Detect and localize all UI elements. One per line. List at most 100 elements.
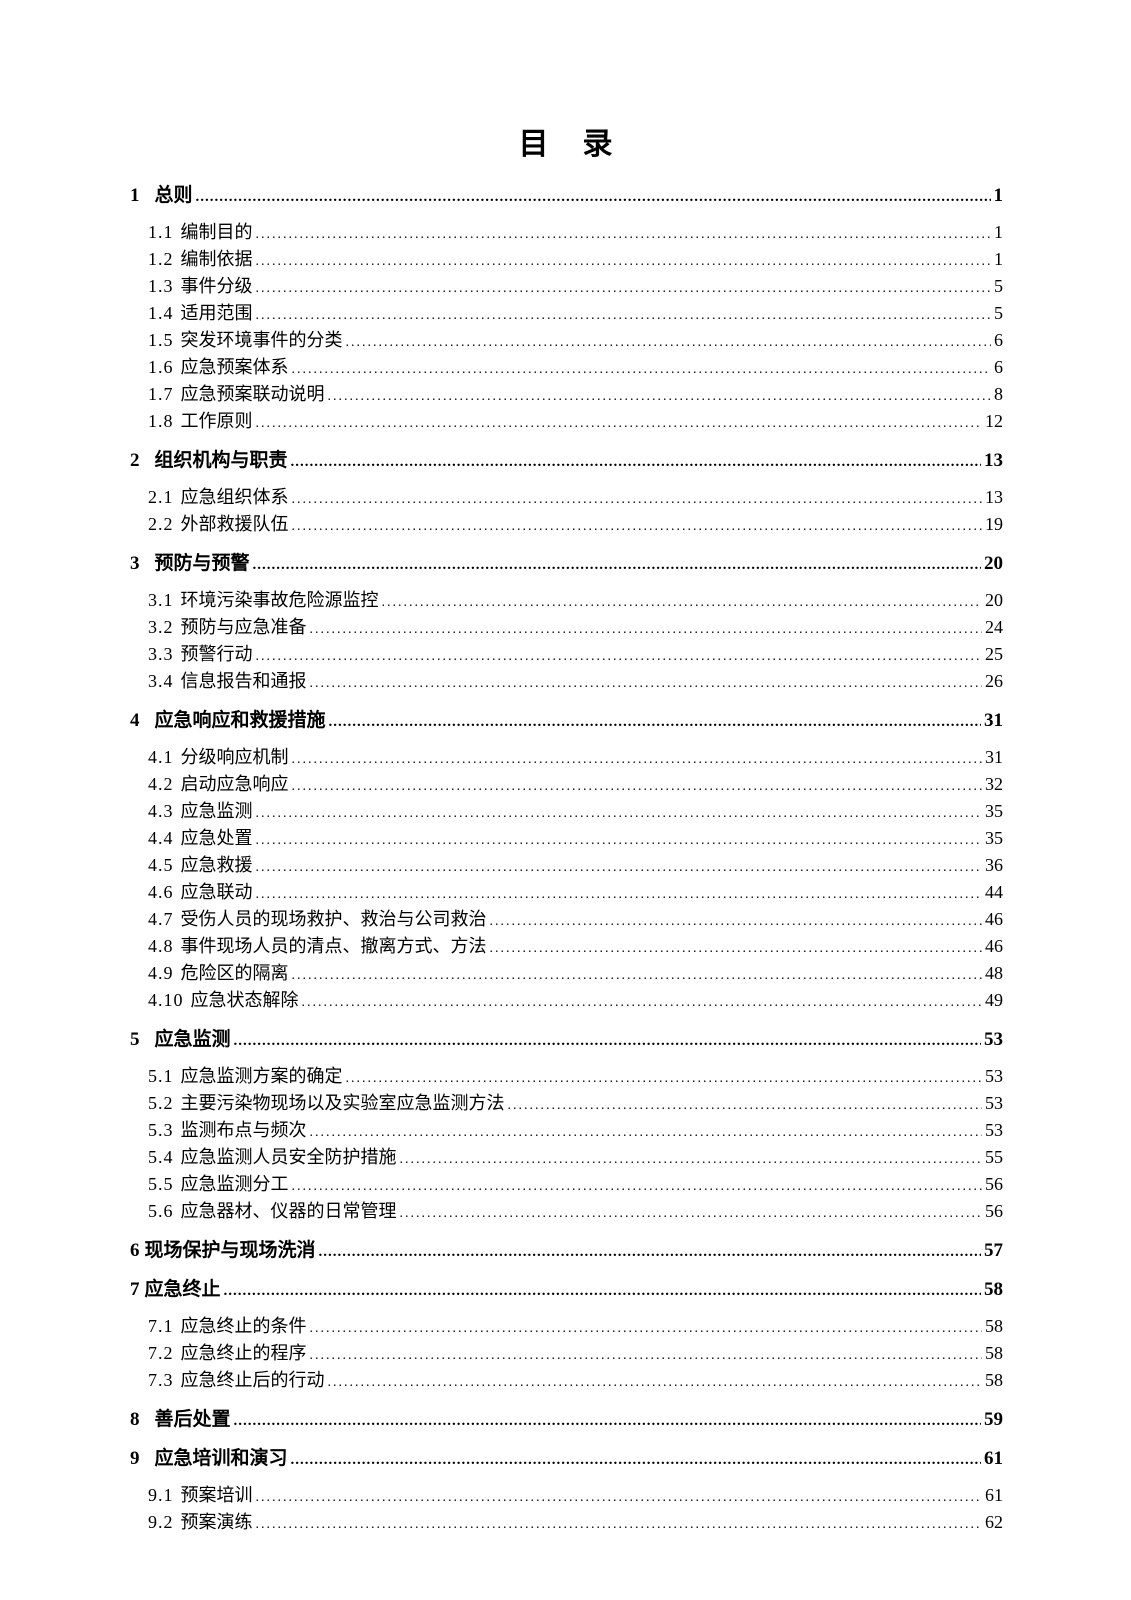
- toc-entry-number: 4.1: [148, 747, 174, 767]
- toc-entry-label: 应急监测方案的确定: [180, 1066, 343, 1086]
- toc-entry-number: 1: [130, 185, 140, 206]
- toc-entry-number: 4.9: [148, 963, 174, 983]
- toc-entry-page: 31: [985, 747, 1003, 767]
- dot-leader: [256, 642, 983, 669]
- toc-entry-page: 6: [994, 330, 1003, 350]
- toc-entry-number: 7: [130, 1279, 140, 1300]
- toc-entry[interactable]: 2.1 应急组织体系 13: [148, 485, 1003, 512]
- toc-entry[interactable]: 4.5 应急救援 36: [148, 853, 1003, 880]
- toc-entry[interactable]: 4.9 危险区的隔离 48: [148, 961, 1003, 988]
- toc-entry[interactable]: 4.3 应急监测 35: [148, 799, 1003, 826]
- toc-entry[interactable]: 4.1 分级响应机制 31: [148, 745, 1003, 772]
- toc-entry-label: 应急监测: [180, 801, 253, 821]
- toc-entry-number: 1.5: [148, 330, 174, 350]
- toc-entry-number: 7.2: [148, 1343, 174, 1363]
- dot-leader: [256, 880, 983, 907]
- toc-entry-number: 5.2: [148, 1093, 174, 1113]
- toc-entry-page: 6: [994, 357, 1003, 377]
- toc-entry-label: 分级响应机制: [180, 747, 289, 767]
- dot-leader: [319, 1238, 981, 1265]
- toc-entry-number: 3: [130, 553, 140, 574]
- toc-entry-label: 现场保护与现场洗消: [144, 1240, 316, 1261]
- toc-entry[interactable]: 1.1 编制目的 1: [148, 220, 1003, 247]
- toc-entry-number: 3.4: [148, 671, 174, 691]
- toc-entry[interactable]: 1.5 突发环境事件的分类 6: [148, 328, 1003, 355]
- dot-leader: [400, 1199, 983, 1226]
- toc-entry-page: 53: [985, 1066, 1003, 1086]
- toc-entry[interactable]: 5.6 应急器材、仪器的日常管理 56: [148, 1199, 1003, 1226]
- toc-entry-number: 4.6: [148, 882, 174, 902]
- toc-entry-number: 9.2: [148, 1512, 174, 1532]
- toc-entry-number: 4.5: [148, 855, 174, 875]
- toc-entry-label: 应急组织体系: [180, 487, 289, 507]
- dot-leader: [382, 588, 983, 615]
- toc-entry-page: 1: [994, 249, 1003, 269]
- toc-entry[interactable]: 1.7 应急预案联动说明 8: [148, 382, 1003, 409]
- dot-leader: [292, 485, 983, 512]
- toc-entry-page: 35: [985, 801, 1003, 821]
- toc-entry[interactable]: 1.3 事件分级 5: [148, 274, 1003, 301]
- toc-entry[interactable]: 7.3 应急终止后的行动 58: [148, 1368, 1003, 1395]
- toc-entry[interactable]: 5.4 应急监测人员安全防护措施 55: [148, 1145, 1003, 1172]
- toc-entry[interactable]: 4.7 受伤人员的现场救护、救治与公司救治 46: [148, 907, 1003, 934]
- toc-entry-page: 62: [985, 1512, 1003, 1532]
- toc-entry[interactable]: 3.1 环境污染事故危险源监控 20: [148, 588, 1003, 615]
- toc-entry-page: 59: [984, 1409, 1003, 1430]
- toc-entry[interactable]: 1.8 工作原则 12: [148, 409, 1003, 436]
- toc-entry-label: 应急终止的条件: [180, 1316, 307, 1336]
- toc-entry-number: 4.8: [148, 936, 174, 956]
- toc-entry[interactable]: 2.2 外部救援队伍 19: [148, 512, 1003, 539]
- toc-entry-page: 31: [984, 710, 1003, 731]
- toc-entry[interactable]: 4 应急响应和救援措施 31: [130, 708, 1003, 735]
- toc-entry-label: 事件现场人员的清点、撤离方式、方法: [180, 936, 487, 956]
- toc-entry[interactable]: 3.2 预防与应急准备 24: [148, 615, 1003, 642]
- dot-leader: [292, 355, 992, 382]
- toc-entry[interactable]: 3 预防与预警 20: [130, 551, 1003, 578]
- toc-entry-page: 49: [985, 990, 1003, 1010]
- toc-entry[interactable]: 5.5 应急监测分工 56: [148, 1172, 1003, 1199]
- toc-entry[interactable]: 5.2 主要污染物现场以及实验室应急监测方法 53: [148, 1091, 1003, 1118]
- toc-entry[interactable]: 4.10 应急状态解除 49: [148, 988, 1003, 1015]
- toc-entry[interactable]: 3.3 预警行动 25: [148, 642, 1003, 669]
- dot-leader: [224, 1277, 981, 1304]
- toc-entry[interactable]: 1.6 应急预案体系 6: [148, 355, 1003, 382]
- dot-leader: [291, 1446, 981, 1473]
- toc-entry-number: 4.3: [148, 801, 174, 821]
- toc-entry[interactable]: 5 应急监测 53: [130, 1027, 1003, 1054]
- dot-leader: [329, 708, 981, 735]
- toc-entry-page: 19: [985, 514, 1003, 534]
- toc-entry[interactable]: 4.6 应急联动 44: [148, 880, 1003, 907]
- toc-entry[interactable]: 9.2 预案演练 62: [148, 1510, 1003, 1537]
- toc-entry[interactable]: 4.8 事件现场人员的清点、撤离方式、方法 46: [148, 934, 1003, 961]
- toc-entry[interactable]: 5.1 应急监测方案的确定 53: [148, 1064, 1003, 1091]
- dot-leader: [302, 988, 983, 1015]
- toc-entry-number: 3.2: [148, 617, 174, 637]
- dot-leader: [310, 1341, 983, 1368]
- toc-entry-label: 预案培训: [180, 1485, 253, 1505]
- toc-entry[interactable]: 2 组织机构与职责 13: [130, 448, 1003, 475]
- toc-entry[interactable]: 7.2 应急终止的程序 58: [148, 1341, 1003, 1368]
- toc-entry[interactable]: 9 应急培训和演习 61: [130, 1446, 1003, 1473]
- toc-entry[interactable]: 1.2 编制依据 1: [148, 247, 1003, 274]
- dot-leader: [346, 1064, 983, 1091]
- toc-entry[interactable]: 4.2 启动应急响应 32: [148, 772, 1003, 799]
- toc-entry-page: 58: [985, 1370, 1003, 1390]
- toc-entry[interactable]: 3.4 信息报告和通报 26: [148, 669, 1003, 696]
- toc-entry-page: 57: [984, 1240, 1003, 1261]
- dot-leader: [292, 961, 983, 988]
- toc-entry[interactable]: 1 总则 1: [130, 183, 1003, 210]
- toc-entry-page: 13: [984, 450, 1003, 471]
- toc-entry[interactable]: 5.3 监测布点与频次 53: [148, 1118, 1003, 1145]
- toc-entry[interactable]: 9.1 预案培训 61: [148, 1483, 1003, 1510]
- dot-leader: [508, 1091, 983, 1118]
- toc-entry[interactable]: 1.4 适用范围 5: [148, 301, 1003, 328]
- toc-entry-number: 1.3: [148, 276, 174, 296]
- toc-entry[interactable]: 7.1 应急终止的条件 58: [148, 1314, 1003, 1341]
- toc-entry[interactable]: 4.4 应急处置 35: [148, 826, 1003, 853]
- dot-leader: [400, 1145, 983, 1172]
- toc-entry[interactable]: 8 善后处置 59: [130, 1407, 1003, 1434]
- toc-entry-label: 编制依据: [180, 249, 253, 269]
- dot-leader: [256, 853, 983, 880]
